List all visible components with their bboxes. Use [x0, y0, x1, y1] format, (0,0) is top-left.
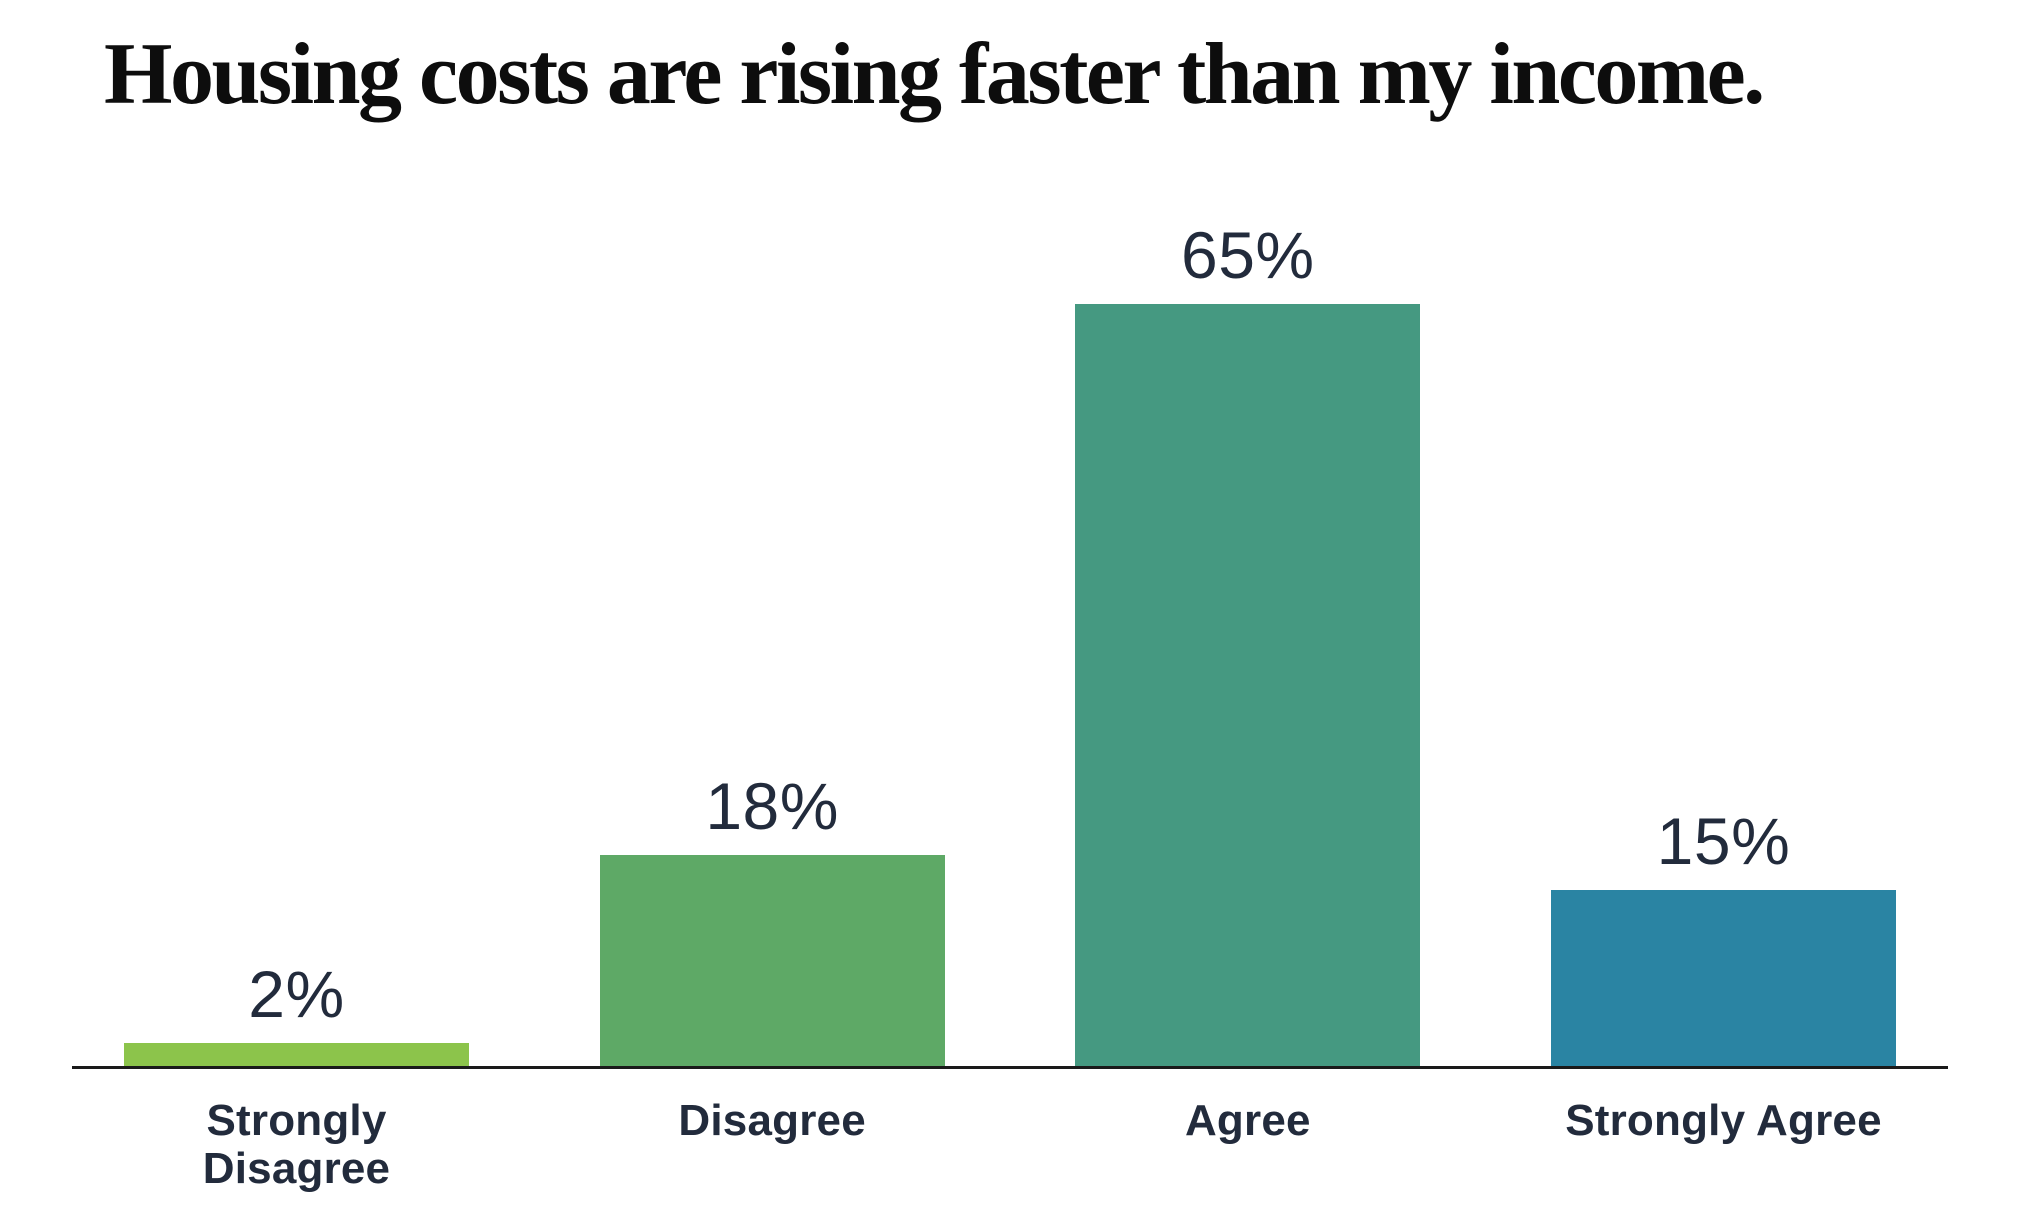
- bars-row: 2% 18% 65% 15%: [72, 216, 1948, 1066]
- category-label-agree: Agree: [1184, 1096, 1311, 1145]
- bar-agree: [1075, 304, 1421, 1066]
- value-label-strongly-agree: 15%: [1656, 804, 1791, 878]
- category-label-strongly-disagree: Strongly Disagree: [202, 1096, 391, 1194]
- chart-title: Housing costs are rising faster than my …: [104, 26, 1765, 123]
- value-label-agree: 65%: [1181, 218, 1315, 292]
- value-label-strongly-disagree: 2%: [248, 957, 345, 1031]
- bar-column-strongly-agree: 15%: [1550, 804, 1896, 1066]
- bar-strongly-disagree: [124, 1043, 469, 1066]
- bar-column-strongly-disagree: 2%: [124, 961, 469, 1066]
- value-label-disagree: 18%: [705, 769, 839, 843]
- bar-column-agree: 65%: [1075, 218, 1421, 1066]
- x-axis-line: [72, 1066, 1948, 1069]
- bar-strongly-agree: [1550, 890, 1896, 1066]
- bar-column-disagree: 18%: [599, 769, 945, 1066]
- bar-disagree: [599, 855, 945, 1066]
- category-label-strongly-agree: Strongly Agree: [1565, 1096, 1882, 1145]
- category-labels-row: Strongly Disagree Disagree Agree Strongly A…: [72, 1096, 1948, 1194]
- category-label-disagree: Disagree: [678, 1096, 866, 1145]
- plot-area: 2% 18% 65% 15% Strongly Disagree Disagree Agr…: [72, 216, 1948, 1194]
